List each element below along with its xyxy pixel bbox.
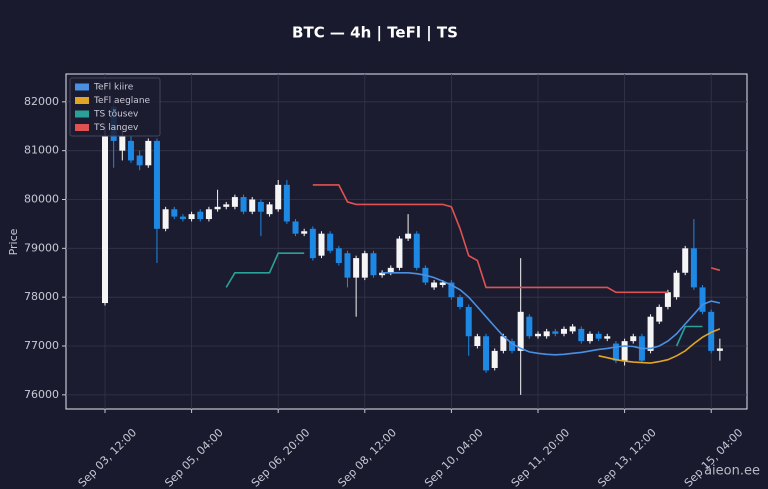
legend-swatch bbox=[75, 97, 89, 104]
series-line bbox=[598, 328, 721, 364]
candle-body bbox=[361, 253, 368, 278]
candle-body bbox=[292, 221, 299, 234]
y-tick-label: 82000 bbox=[24, 95, 59, 108]
candle-body bbox=[327, 233, 334, 251]
candle-body bbox=[656, 306, 663, 322]
candle-body bbox=[630, 336, 637, 342]
candle-body bbox=[612, 343, 619, 361]
candle-body bbox=[127, 140, 134, 161]
candle-body bbox=[145, 140, 152, 166]
candle-body bbox=[171, 209, 178, 217]
candle-body bbox=[699, 287, 706, 312]
candle-body bbox=[301, 231, 308, 234]
candle-body bbox=[448, 282, 455, 298]
candle-body bbox=[162, 209, 169, 229]
candle-body bbox=[275, 184, 282, 210]
candle-body bbox=[309, 228, 316, 259]
y-tick-label: 81000 bbox=[24, 144, 59, 157]
candle-body bbox=[483, 336, 490, 371]
candle-body bbox=[578, 328, 585, 342]
candle-body bbox=[543, 331, 550, 337]
candle-body bbox=[690, 248, 697, 288]
candle-body bbox=[716, 348, 723, 351]
candle-body bbox=[682, 248, 689, 273]
candle-body bbox=[257, 201, 264, 212]
candle-body bbox=[197, 211, 204, 220]
candle-body bbox=[240, 197, 247, 212]
candle-body bbox=[526, 316, 533, 337]
candle-body bbox=[231, 197, 238, 207]
candle-body bbox=[621, 341, 628, 361]
candle-body bbox=[552, 331, 559, 334]
candle-body bbox=[214, 206, 221, 210]
candle-body bbox=[119, 136, 126, 151]
legend-label: TeFl aeglane bbox=[93, 96, 151, 106]
candle-body bbox=[664, 292, 671, 307]
candle-body bbox=[604, 336, 611, 339]
candle-body bbox=[457, 297, 464, 307]
y-tick-label: 79000 bbox=[24, 241, 59, 254]
legend-swatch bbox=[75, 110, 89, 118]
candle-body bbox=[387, 267, 394, 273]
candle-body bbox=[560, 328, 567, 334]
y-tick-label: 80000 bbox=[24, 193, 59, 206]
watermark: aieon.ee bbox=[704, 464, 760, 479]
candle-body bbox=[179, 216, 186, 220]
candle-body bbox=[474, 336, 481, 347]
candle-body bbox=[569, 326, 576, 332]
candle-body bbox=[188, 214, 195, 220]
y-tick-label: 76000 bbox=[24, 388, 59, 401]
candle-body bbox=[153, 140, 160, 229]
candle-body bbox=[318, 233, 325, 256]
candle-body bbox=[396, 238, 403, 268]
legend-swatch bbox=[75, 83, 89, 91]
candle-body bbox=[535, 333, 541, 337]
candle-body bbox=[353, 258, 360, 278]
series-line bbox=[312, 184, 721, 294]
candle-body bbox=[223, 204, 230, 207]
candle-body bbox=[335, 248, 342, 263]
candle-body bbox=[102, 136, 108, 304]
plot-area bbox=[65, 73, 748, 410]
candle-body bbox=[439, 282, 446, 285]
legend-box bbox=[69, 77, 161, 137]
candle-body bbox=[509, 341, 516, 351]
candle-body bbox=[465, 306, 472, 337]
y-tick-label: 78000 bbox=[24, 290, 59, 303]
candle-body bbox=[517, 311, 524, 351]
candle-body bbox=[708, 311, 715, 351]
series-line bbox=[225, 252, 703, 347]
chart-title: BTC — 4h | TeFl | TS bbox=[292, 24, 458, 43]
candle-body bbox=[205, 209, 212, 220]
legend-swatch bbox=[75, 124, 89, 131]
candle-body bbox=[586, 333, 593, 342]
candle-body bbox=[491, 350, 498, 368]
candle-body bbox=[431, 282, 438, 288]
candle-body bbox=[344, 253, 351, 278]
candle-body bbox=[370, 253, 377, 276]
candle-body bbox=[413, 233, 420, 268]
candle-body bbox=[249, 199, 256, 212]
y-tick-label: 77000 bbox=[24, 339, 59, 352]
legend-label: TS langev bbox=[93, 123, 139, 133]
candle-body bbox=[405, 233, 412, 239]
legend-label: TeFl kiire bbox=[93, 83, 134, 93]
candle-body bbox=[595, 333, 602, 339]
candle-body bbox=[673, 272, 680, 298]
candle-body bbox=[379, 272, 386, 276]
candle-body bbox=[647, 316, 654, 351]
candle-body bbox=[500, 336, 507, 351]
legend-label: TS tõusev bbox=[93, 110, 139, 120]
candle-body bbox=[136, 155, 143, 166]
series-line bbox=[382, 272, 721, 356]
y-axis-label: Price bbox=[7, 228, 20, 255]
legend: TeFl kiire TeFl aeglane TS tõusev TS langev bbox=[69, 77, 161, 137]
candle-body bbox=[283, 184, 290, 222]
candle-body bbox=[266, 204, 273, 215]
